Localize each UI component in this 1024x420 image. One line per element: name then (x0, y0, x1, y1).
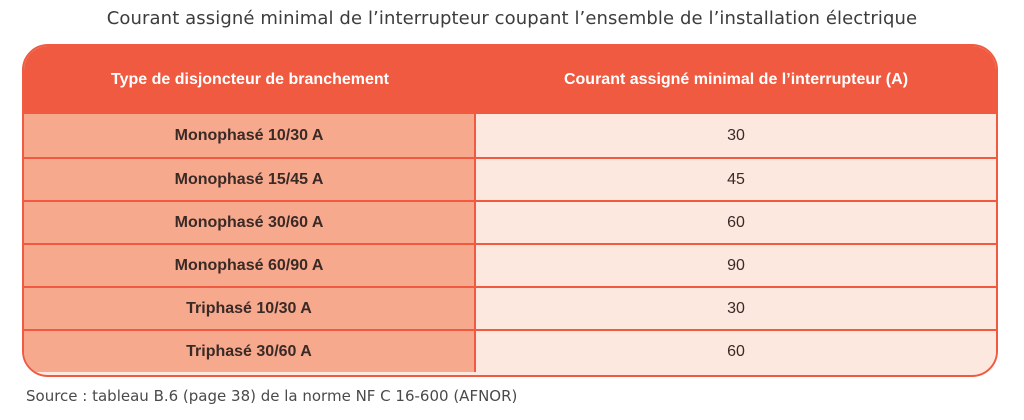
current-cell: 45 (476, 159, 996, 200)
current-cell: 60 (476, 202, 996, 243)
table-row: Monophasé 30/60 A 60 (24, 200, 996, 243)
data-table: Type de disjoncteur de branchement Coura… (22, 44, 998, 377)
table-body: Monophasé 10/30 A 30 Monophasé 15/45 A 4… (24, 114, 996, 372)
table-row: Monophasé 60/90 A 90 (24, 243, 996, 286)
table-row: Triphasé 10/30 A 30 (24, 286, 996, 329)
table-row: Monophasé 15/45 A 45 (24, 157, 996, 200)
source-note: Source : tableau B.6 (page 38) de la nor… (26, 387, 518, 405)
breaker-type-cell: Triphasé 10/30 A (24, 288, 476, 329)
breaker-type-cell: Monophasé 30/60 A (24, 202, 476, 243)
breaker-type-cell: Monophasé 60/90 A (24, 245, 476, 286)
breaker-type-cell: Triphasé 30/60 A (24, 331, 476, 372)
breaker-type-cell: Monophasé 15/45 A (24, 159, 476, 200)
header-breaker-type: Type de disjoncteur de branchement (111, 71, 389, 88)
table-title: Courant assigné minimal de l’interrupteu… (106, 8, 918, 29)
current-cell: 30 (476, 114, 996, 157)
current-cell: 30 (476, 288, 996, 329)
current-cell: 90 (476, 245, 996, 286)
header-min-current: Courant assigné minimal de l’interrupteu… (563, 71, 909, 88)
current-cell: 60 (476, 331, 996, 372)
table-row: Triphasé 30/60 A 60 (24, 329, 996, 372)
breaker-type-cell: Monophasé 10/30 A (24, 114, 476, 157)
table-header: Type de disjoncteur de branchement Coura… (24, 46, 996, 114)
table-row: Monophasé 10/30 A 30 (24, 114, 996, 157)
